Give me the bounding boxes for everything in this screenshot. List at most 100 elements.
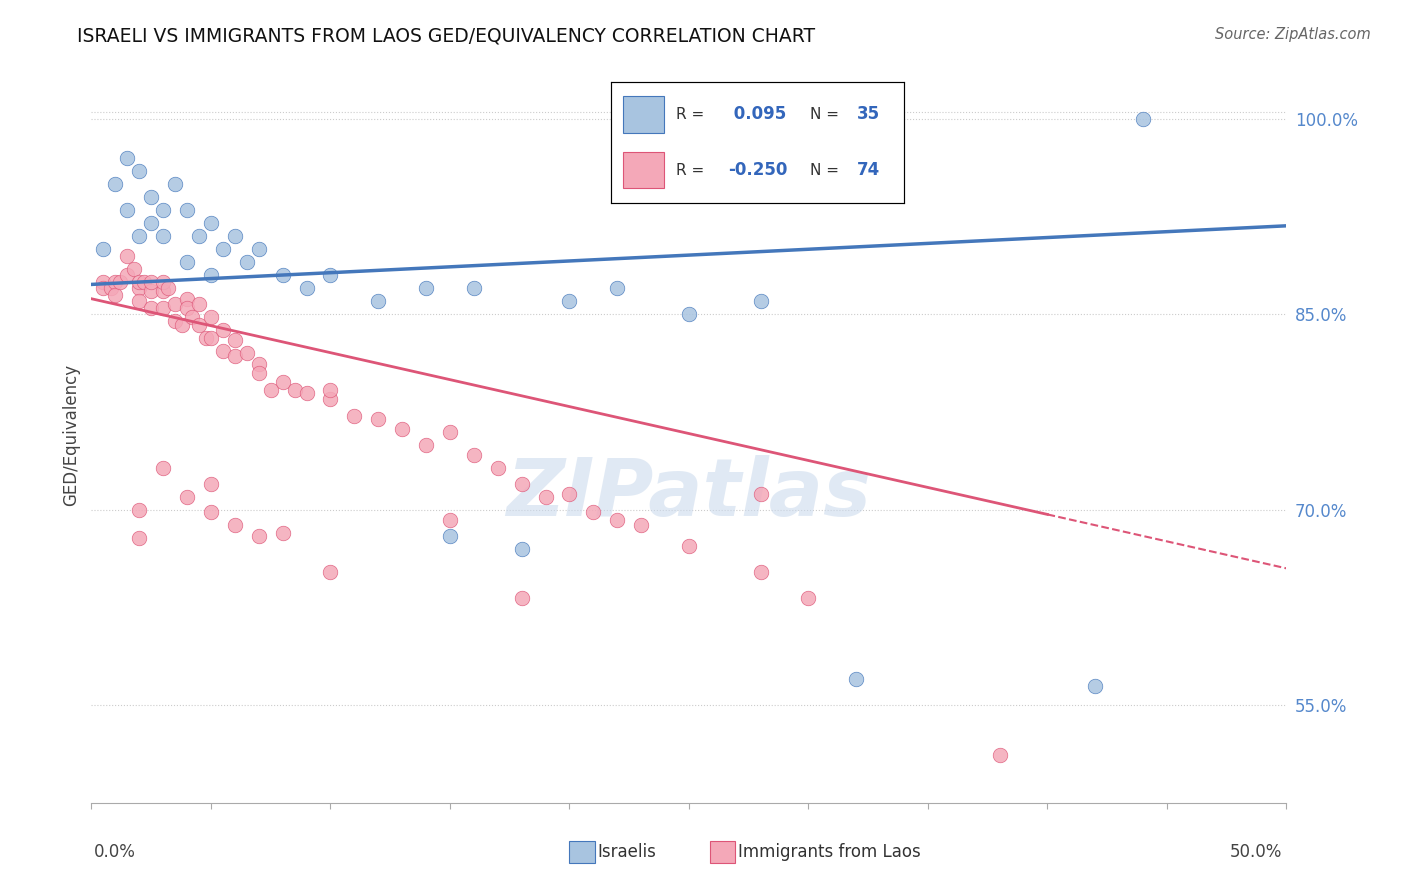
Point [115, 203, 138, 218]
Point [128, 164, 150, 178]
Point [93, 275, 114, 289]
Point [247, 529, 270, 543]
Point [415, 437, 437, 451]
Point [172, 318, 194, 332]
Point [141, 216, 162, 230]
Point [156, 281, 179, 295]
Point [439, 529, 461, 543]
Point [439, 513, 461, 527]
Point [141, 284, 162, 298]
Point [180, 310, 202, 324]
Point [141, 275, 162, 289]
Point [606, 513, 628, 527]
Point [235, 255, 259, 269]
Point [510, 476, 533, 491]
Point [152, 461, 174, 475]
Point [128, 502, 150, 516]
Point [224, 518, 246, 533]
Point [128, 275, 150, 289]
Point [195, 331, 218, 345]
Point [271, 268, 294, 283]
Point [163, 297, 186, 311]
Point [187, 318, 211, 332]
Point [115, 249, 138, 263]
Point [558, 487, 581, 501]
Point [224, 349, 246, 363]
Point [152, 284, 174, 298]
Point [163, 314, 186, 328]
Point [176, 292, 198, 306]
Point [463, 448, 485, 462]
Point [93, 242, 114, 256]
Point [367, 411, 389, 425]
Point [391, 422, 413, 436]
Point [606, 281, 628, 295]
Point [988, 747, 1011, 762]
Point [295, 385, 318, 400]
Text: 50.0%: 50.0% [1230, 843, 1282, 861]
Point [510, 541, 533, 556]
Point [176, 301, 198, 315]
Point [224, 334, 246, 348]
Point [415, 281, 437, 295]
Y-axis label: GED/Equivalency: GED/Equivalency [62, 364, 80, 506]
Point [271, 526, 294, 541]
Text: ISRAELI VS IMMIGRANTS FROM LAOS GED/EQUIVALENCY CORRELATION CHART: ISRAELI VS IMMIGRANTS FROM LAOS GED/EQUI… [77, 27, 815, 45]
Text: Immigrants from Laos: Immigrants from Laos [738, 843, 921, 861]
Point [141, 190, 162, 204]
Point [100, 281, 122, 295]
Text: 0.0%: 0.0% [94, 843, 136, 861]
Text: Israelis: Israelis [598, 843, 657, 861]
Point [104, 288, 127, 302]
Point [439, 425, 461, 439]
Point [152, 229, 174, 244]
Point [797, 591, 820, 606]
Point [152, 301, 174, 315]
Point [128, 281, 150, 295]
Text: Source: ZipAtlas.com: Source: ZipAtlas.com [1215, 27, 1371, 42]
Point [463, 281, 485, 295]
Point [1132, 112, 1154, 126]
Point [247, 357, 270, 371]
Point [108, 275, 131, 289]
Point [534, 490, 557, 504]
Point [152, 203, 174, 218]
Point [845, 672, 868, 686]
Point [211, 242, 233, 256]
Point [558, 294, 581, 309]
Point [187, 297, 211, 311]
Point [1084, 679, 1107, 693]
Point [319, 383, 342, 397]
Point [176, 203, 198, 218]
Point [295, 281, 318, 295]
Text: ZIPatlas: ZIPatlas [506, 455, 872, 533]
Point [93, 281, 114, 295]
Point [319, 268, 342, 283]
Point [749, 294, 772, 309]
Point [128, 532, 150, 546]
Point [259, 383, 281, 397]
Point [141, 301, 162, 315]
Point [582, 505, 605, 519]
Point [211, 343, 233, 358]
Point [200, 310, 222, 324]
Point [176, 255, 198, 269]
Point [678, 307, 700, 321]
Point [200, 331, 222, 345]
Point [124, 261, 146, 276]
Point [235, 346, 259, 360]
Point [104, 275, 127, 289]
Point [200, 476, 222, 491]
Point [211, 323, 233, 337]
Point [224, 229, 246, 244]
Point [115, 268, 138, 283]
Point [678, 539, 700, 553]
Point [630, 518, 652, 533]
Point [200, 216, 222, 230]
Point [115, 151, 138, 165]
Point [319, 392, 342, 406]
Point [247, 366, 270, 380]
Point [486, 461, 509, 475]
Point [128, 229, 150, 244]
Point [200, 505, 222, 519]
